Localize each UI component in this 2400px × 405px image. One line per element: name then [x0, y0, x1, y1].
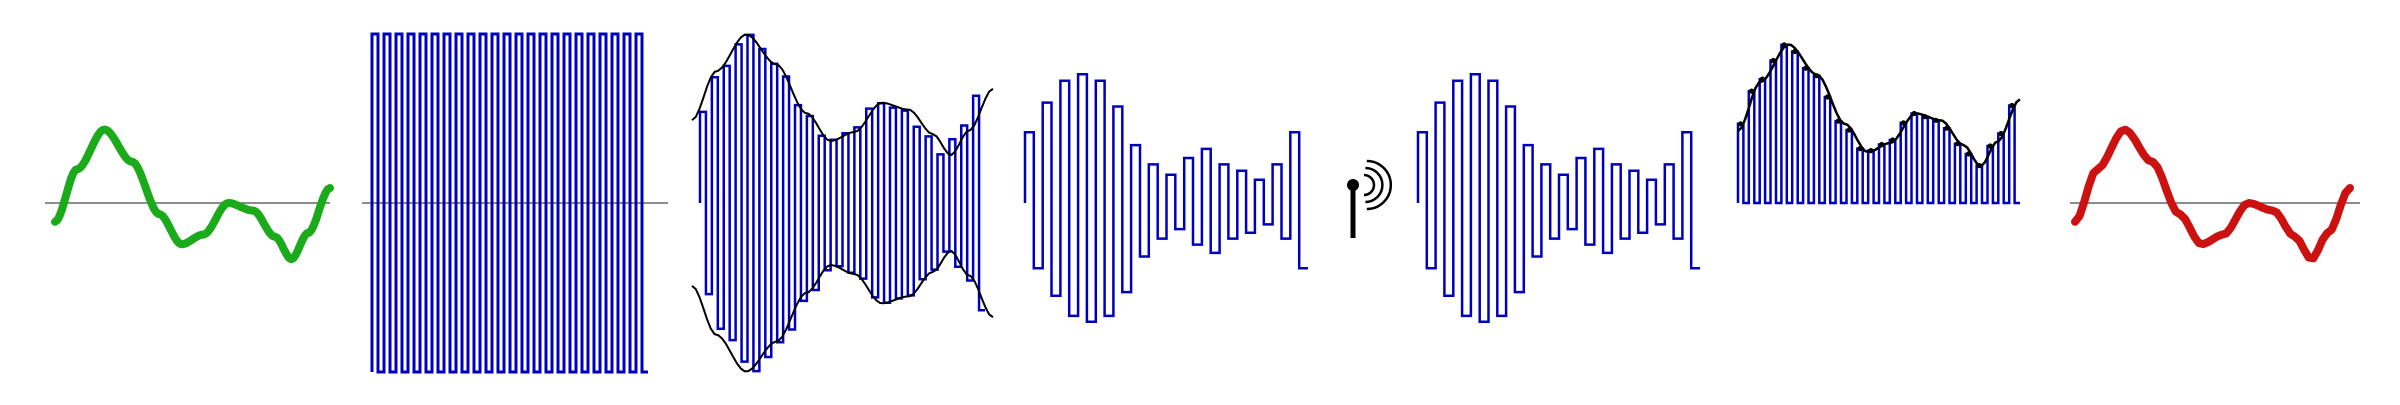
- antenna-radio-waves: [1363, 159, 1392, 211]
- demodulated-sample-point: [1965, 151, 1972, 157]
- demodulated-sample-point: [1922, 114, 1928, 120]
- carrier-pulse-train: [370, 32, 648, 374]
- demodulated-sample-point: [1803, 65, 1809, 71]
- input-signal-stage: [45, 125, 334, 264]
- demodulated-sample-point: [1879, 141, 1885, 148]
- demodulated-sample-point: [1846, 127, 1852, 133]
- demodulated-sample-point: [1868, 148, 1874, 154]
- demodulated-sample-point: [1759, 76, 1765, 82]
- demodulated-sample-point: [1890, 137, 1896, 143]
- lower-envelope-curve: [691, 249, 994, 373]
- transmitted-pulses-stage: [1023, 73, 1308, 324]
- demodulated-sample-point: [1814, 73, 1820, 79]
- demodulated-pulses: [1736, 43, 2020, 205]
- demodulated-sample-points: [1738, 42, 2015, 169]
- received-pulses-stage: [1416, 73, 1700, 324]
- demodulated-sample-point: [1835, 118, 1841, 124]
- demodulated-sample-point: [1933, 117, 1939, 123]
- output-signal-stage: [2070, 125, 2360, 263]
- antenna-icon: [1347, 159, 1392, 238]
- demodulated-sample-point: [1944, 125, 1950, 131]
- demodulated-sample-point: [1738, 121, 1744, 127]
- carrier-pulse-train-stage: [362, 32, 668, 374]
- demodulated-sample-point: [1987, 143, 1993, 149]
- demodulated-sample-point: [1857, 146, 1863, 152]
- demodulated-sample-point: [1792, 48, 1798, 55]
- demodulated-sample-point: [1998, 130, 2004, 137]
- received-pulses: [1416, 73, 1700, 324]
- antenna-tip: [1347, 179, 1359, 191]
- demodulated-pulses-stage: [1736, 42, 2021, 205]
- demodulated-sample-point: [1976, 163, 1982, 169]
- demodulated-sample-point: [1770, 57, 1776, 64]
- demodulated-sample-point: [1911, 110, 1917, 117]
- demodulated-sample-point: [1955, 141, 1961, 147]
- modulated-pulses: [698, 33, 985, 373]
- upper-envelope-curve: [691, 33, 994, 157]
- input-signal-wave: [51, 125, 334, 264]
- demodulated-sample-point: [1749, 88, 1755, 94]
- transmitted-pulses: [1023, 73, 1308, 324]
- modulated-pulses-stage: [691, 33, 994, 373]
- demodulated-sample-point: [1900, 120, 1906, 126]
- demodulated-sample-point: [1824, 94, 1831, 100]
- demodulated-sample-point: [2009, 102, 2015, 109]
- demodulated-sample-point: [1781, 42, 1787, 48]
- output-signal-wave: [2071, 125, 2354, 263]
